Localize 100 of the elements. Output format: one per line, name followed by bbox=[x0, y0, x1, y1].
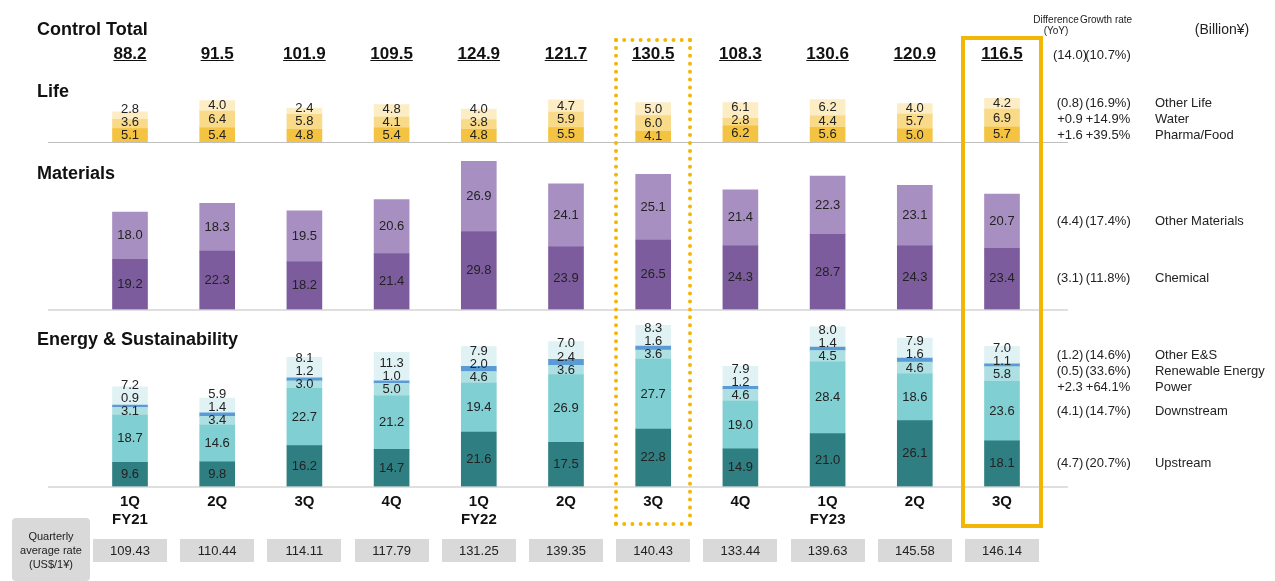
data-label: 4.0 bbox=[208, 97, 227, 113]
text: Control Total bbox=[37, 19, 148, 40]
data-label: 4.8 bbox=[295, 127, 314, 143]
data-label: 6.9 bbox=[992, 109, 1012, 125]
data-label: 3.0 bbox=[295, 376, 314, 392]
text: Water bbox=[1155, 111, 1190, 127]
data-label: 26.1 bbox=[902, 445, 928, 461]
data-label: 7.9 bbox=[905, 333, 924, 349]
data-label: 22.8 bbox=[640, 449, 666, 465]
data-label: 4.8 bbox=[469, 127, 488, 143]
data-label: 8.3 bbox=[644, 320, 663, 336]
data-label: 27.7 bbox=[640, 385, 666, 401]
data-label: 7.0 bbox=[992, 339, 1012, 355]
data-label: 3.6 bbox=[556, 361, 576, 377]
data-label: 133.44 bbox=[703, 539, 778, 562]
x-tick-label: 2Q bbox=[556, 492, 577, 510]
chart-title: Materials bbox=[37, 163, 116, 184]
data-label: 130.6 bbox=[805, 44, 850, 64]
data-label: 22.3 bbox=[814, 197, 841, 213]
annotation: (0.5) bbox=[1056, 363, 1084, 379]
text: +39.5% bbox=[1085, 127, 1131, 143]
data-label: 3.6 bbox=[120, 113, 140, 129]
data-label: 7.2 bbox=[120, 377, 140, 393]
text: +14.9% bbox=[1085, 111, 1131, 127]
text: (33.6%) bbox=[1085, 363, 1131, 379]
data-label: 139.35 bbox=[529, 539, 603, 562]
x-tick-label: 2Q bbox=[207, 492, 228, 510]
data-label: 6.4 bbox=[208, 111, 227, 127]
data-label: 14.6 bbox=[204, 435, 230, 451]
chart-title: Life bbox=[37, 81, 70, 102]
x-tick-label: 2Q bbox=[904, 492, 926, 510]
data-label: 9.6 bbox=[120, 466, 140, 482]
data-label: 28.4 bbox=[814, 389, 841, 405]
text: (Billion¥) bbox=[1193, 21, 1251, 38]
data-label: 4.1 bbox=[382, 113, 401, 129]
data-label: 5.8 bbox=[992, 365, 1012, 381]
data-label: 4.6 bbox=[731, 387, 750, 403]
text: Power bbox=[1155, 379, 1193, 395]
text: (16.9%) bbox=[1085, 95, 1131, 111]
data-label: 1.2 bbox=[295, 363, 314, 379]
data-label: 4.0 bbox=[905, 99, 924, 115]
data-label: 4.7 bbox=[556, 97, 576, 113]
data-label: 116.5 bbox=[980, 44, 1024, 64]
data-label: 16.2 bbox=[291, 457, 318, 473]
data-label: 5.4 bbox=[208, 126, 227, 142]
data-label: 1.1 bbox=[992, 352, 1012, 368]
data-label: 26.9 bbox=[553, 400, 579, 416]
data-label: 8.0 bbox=[818, 322, 837, 338]
annotation: +2.3 bbox=[1057, 379, 1083, 395]
data-label: 18.0 bbox=[117, 227, 143, 243]
data-label: 26.5 bbox=[640, 266, 666, 282]
x-tick-label: 3Q bbox=[643, 492, 664, 510]
text: (17.4%) bbox=[1085, 213, 1131, 229]
data-label: 1.2 bbox=[731, 374, 750, 390]
data-label: 6.2 bbox=[731, 125, 750, 141]
text: (14.6%) bbox=[1085, 346, 1131, 362]
data-label: 23.9 bbox=[553, 270, 579, 286]
data-label: 18.7 bbox=[117, 430, 143, 446]
data-label: 22.3 bbox=[204, 272, 230, 288]
annotation: (4.1) bbox=[1056, 402, 1084, 418]
data-label: 4.4 bbox=[818, 113, 837, 129]
data-label: 4.0 bbox=[469, 101, 488, 117]
data-label: 20.6 bbox=[378, 218, 405, 234]
data-label: 0.9 bbox=[120, 390, 140, 406]
data-label: 23.6 bbox=[989, 402, 1015, 418]
data-label: 19.0 bbox=[727, 416, 754, 432]
chart-title: Energy & Sustainability bbox=[37, 329, 239, 350]
text: Renewable Energy bbox=[1155, 363, 1266, 379]
data-label: 29.8 bbox=[466, 262, 492, 278]
data-label: 2.8 bbox=[120, 100, 140, 116]
data-label: 108.3 bbox=[718, 44, 763, 64]
data-label: 19.2 bbox=[117, 276, 143, 292]
x-tick-label: 3Q bbox=[294, 492, 315, 510]
data-label: 23.4 bbox=[989, 270, 1015, 286]
data-label: 9.8 bbox=[208, 466, 227, 482]
data-label: 19.4 bbox=[466, 399, 492, 415]
annotation: (4.7) bbox=[1056, 455, 1084, 471]
data-label: 146.14 bbox=[965, 539, 1039, 562]
data-label: 139.63 bbox=[790, 539, 865, 562]
data-label: 4.1 bbox=[644, 128, 663, 144]
data-label: 7.9 bbox=[731, 361, 750, 377]
data-label: 22.7 bbox=[291, 408, 318, 424]
data-label: 21.4 bbox=[378, 273, 405, 289]
data-label: 6.1 bbox=[731, 99, 750, 115]
data-label: 5.5 bbox=[556, 126, 576, 142]
data-label: 3.6 bbox=[644, 346, 663, 362]
data-label: 5.0 bbox=[644, 100, 663, 116]
data-label: 24.1 bbox=[553, 207, 579, 223]
data-label: 24.3 bbox=[902, 269, 928, 285]
data-label: 14.9 bbox=[727, 459, 754, 475]
data-label: 8.1 bbox=[295, 350, 314, 366]
data-label: 3.4 bbox=[208, 412, 227, 428]
annotation: +0.9 bbox=[1057, 111, 1083, 127]
data-label: 4.2 bbox=[992, 95, 1012, 111]
data-label: 2.4 bbox=[295, 100, 314, 116]
text: Other Life bbox=[1155, 95, 1213, 111]
data-label: 1.6 bbox=[905, 346, 924, 362]
data-label: 7.0 bbox=[556, 335, 576, 351]
data-label: 21.6 bbox=[466, 451, 492, 467]
text: Other E&S bbox=[1155, 346, 1218, 362]
